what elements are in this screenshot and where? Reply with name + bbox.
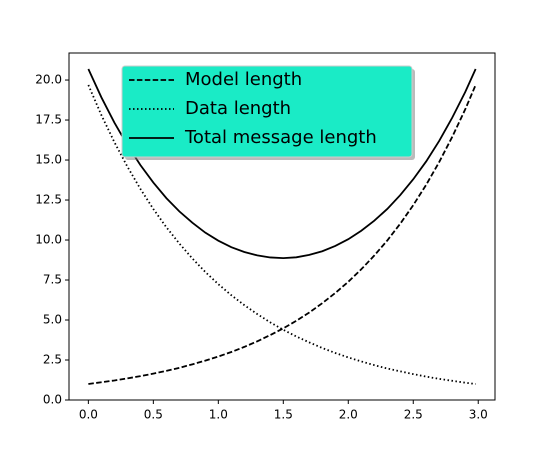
y-tick-label: 12.5 [35, 193, 62, 207]
x-tick-label: 1.0 [209, 408, 228, 422]
legend-box [121, 65, 413, 158]
legend-label: Model length [185, 69, 302, 90]
x-tick-label: 0.0 [79, 408, 98, 422]
series-line [87, 84, 476, 385]
x-tick-label: 2.5 [404, 408, 423, 422]
legend: Model length Data length Total message len… [121, 65, 415, 160]
x-tick-label: 0.5 [144, 408, 163, 422]
y-tick-label: 5.0 [43, 313, 62, 327]
y-tick-label: 2.5 [43, 353, 62, 367]
x-tick-label: 1.5 [274, 408, 293, 422]
y-tick-label: 7.5 [43, 273, 62, 287]
series-line [88, 84, 477, 385]
x-tick-label: 3.0 [469, 408, 488, 422]
y-tick-label: 0.0 [43, 393, 62, 407]
y-tick-label: 20.0 [35, 73, 62, 87]
series-line [87, 68, 477, 260]
legend-label: Data length [185, 98, 291, 119]
y-tick-label: 17.5 [35, 113, 62, 127]
legend-label: Total message length [184, 127, 377, 148]
y-tick-label: 15.0 [35, 153, 62, 167]
axes-frame [68, 52, 496, 401]
x-tick-label: 2.0 [339, 408, 358, 422]
y-tick-label: 10.0 [35, 233, 62, 247]
